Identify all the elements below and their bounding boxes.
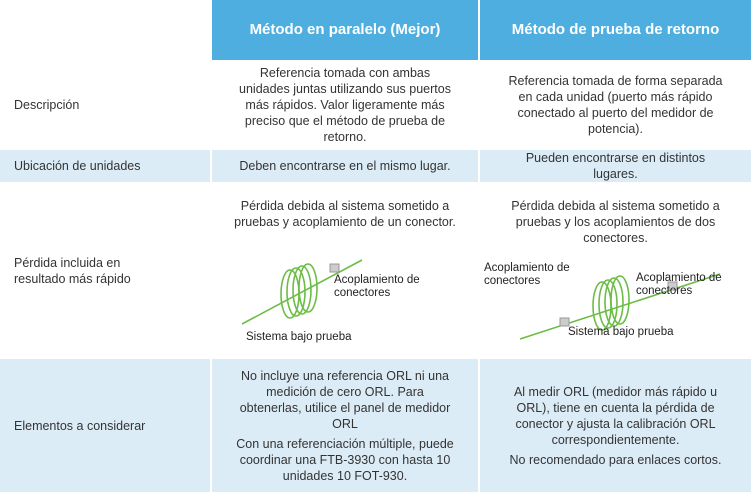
diagram-label: Acoplamiento de conectores (334, 274, 420, 299)
row-label: Ubicación de unidades (0, 150, 210, 182)
coil-diagram (241, 259, 363, 325)
cell-text: Deben encontrarse en el mismo lugar. (239, 159, 451, 173)
row-label: Descripción (14, 98, 80, 112)
cell: Deben encontrarse en el mismo lugar. (212, 150, 478, 182)
cell: Pérdida debida al sistema sometido a pru… (480, 184, 751, 357)
cell-text: Pérdida debida al sistema sometido a pru… (234, 199, 456, 229)
cell-text: Pérdida debida al sistema sometido a pru… (511, 199, 720, 245)
cell-text: No incluye una referencia ORL ni una med… (239, 368, 451, 431)
diagram-label: Sistema bajo prueba (246, 331, 352, 343)
cell: Referencia tomada de forma separada en c… (480, 62, 751, 148)
cell-text: Pueden encontrarse en distintos lugares. (525, 151, 706, 181)
diagram-label: Acoplamiento de conectores (636, 272, 722, 297)
row-label: Elementos a considerar (0, 359, 210, 492)
header-cell: Método de prueba de retorno (480, 0, 751, 60)
cell: Pueden encontrarse en distintos lugares. (480, 150, 751, 182)
cell-text: No recomendado para enlaces cortos. (509, 452, 722, 467)
diagram-label: Acoplamiento de conectores (484, 262, 570, 287)
cell: Al medir ORL (medidor más rápido u ORL),… (480, 359, 751, 492)
coil-diagram (519, 273, 721, 340)
header-blank (0, 0, 210, 60)
diagram-label: Sistema bajo prueba (568, 326, 674, 338)
cell-text: Al medir ORL (medidor más rápido u ORL),… (513, 384, 718, 447)
cell-text: Referencia tomada de forma separada en c… (508, 74, 723, 136)
cell: No incluye una referencia ORL ni una med… (212, 359, 478, 492)
row-label: Pérdida incluida en resultado más rápido (14, 255, 131, 286)
cell-text: Referencia tomada con ambas unidades jun… (239, 66, 451, 144)
header-cell: Método en paralelo (Mejor) (212, 0, 478, 60)
cell-text: Con una referenciación múltiple, puede c… (236, 436, 454, 483)
cell: Pérdida debida al sistema sometido a pru… (212, 184, 478, 357)
cell: Referencia tomada con ambas unidades jun… (212, 62, 478, 148)
